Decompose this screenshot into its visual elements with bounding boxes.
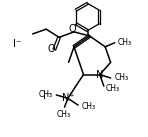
Text: CH₃: CH₃ (39, 90, 53, 99)
Text: O: O (69, 24, 76, 34)
Text: O: O (48, 44, 55, 54)
Text: CH₃: CH₃ (106, 84, 120, 93)
Text: CH₃: CH₃ (118, 38, 132, 47)
Text: CH₃: CH₃ (81, 102, 96, 111)
Text: N⁺: N⁺ (62, 93, 75, 103)
Text: I⁻: I⁻ (43, 91, 51, 101)
Text: CH₃: CH₃ (114, 73, 128, 82)
Text: CH₃: CH₃ (57, 110, 71, 119)
Text: N: N (96, 70, 103, 80)
Text: I⁻: I⁻ (13, 39, 21, 49)
